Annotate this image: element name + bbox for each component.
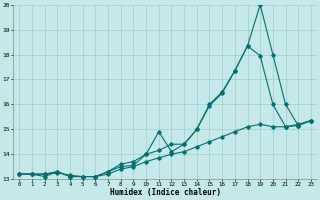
X-axis label: Humidex (Indice chaleur): Humidex (Indice chaleur) [110,188,220,197]
